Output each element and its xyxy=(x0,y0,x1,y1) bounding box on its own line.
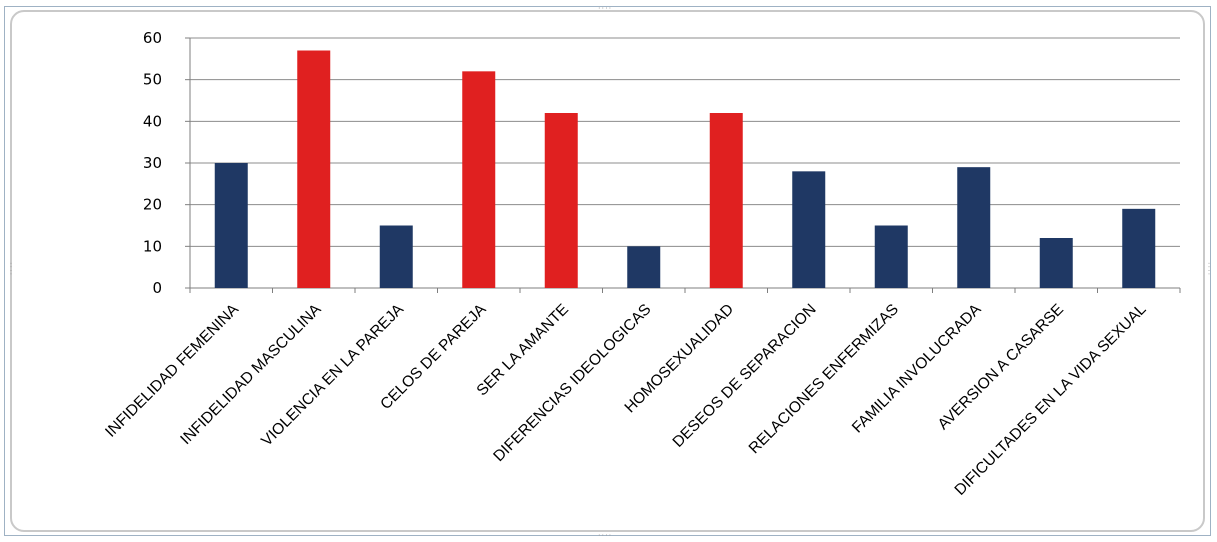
chart-area xyxy=(10,10,1205,532)
bar-5[interactable] xyxy=(544,113,578,288)
resize-handle-left-icon[interactable]: ···· xyxy=(6,262,15,277)
y-tick-label: 20 xyxy=(143,196,162,214)
category-label: SER LA AMANTE xyxy=(474,301,573,400)
category-label: RELACIONES ENFERMIZAS xyxy=(746,301,902,457)
resize-handle-right-icon[interactable]: ···· xyxy=(1204,262,1213,277)
bar-11[interactable] xyxy=(1039,238,1073,288)
category-label: INFIDELIDAD FEMENINA xyxy=(102,300,242,440)
bar-9[interactable] xyxy=(874,225,908,289)
y-tick-label: 40 xyxy=(143,112,162,130)
bar-7[interactable] xyxy=(709,113,743,288)
y-tick-label: 30 xyxy=(143,154,162,172)
bar-2[interactable] xyxy=(297,50,331,289)
category-label: DIFERENCIAS IDEOLOGICAS xyxy=(490,301,654,465)
y-tick-label: 10 xyxy=(143,237,162,255)
category-label: INFIDELIDAD MASCULINA xyxy=(177,300,325,448)
category-label: VIOLENCIA EN LA PAREJA xyxy=(258,300,407,449)
bar-12[interactable] xyxy=(1122,208,1156,288)
category-label: DESEOS DE SEPARACION xyxy=(670,301,820,451)
y-tick-label: 60 xyxy=(143,29,162,47)
bar-3[interactable] xyxy=(379,225,413,289)
resize-handle-bottom-icon[interactable]: ···· xyxy=(598,531,613,540)
bar-1[interactable] xyxy=(214,163,248,288)
category-label: DIFICULTADES EN LA VIDA SEXUAL xyxy=(952,301,1150,499)
bar-6[interactable] xyxy=(627,246,661,288)
y-tick-label: 50 xyxy=(143,71,162,89)
y-tick-label: 0 xyxy=(152,279,162,297)
resize-handle-top-icon[interactable]: ···· xyxy=(598,4,613,13)
bar-8[interactable] xyxy=(792,171,826,288)
bar-4[interactable] xyxy=(462,71,496,288)
bar-10[interactable] xyxy=(957,167,991,288)
